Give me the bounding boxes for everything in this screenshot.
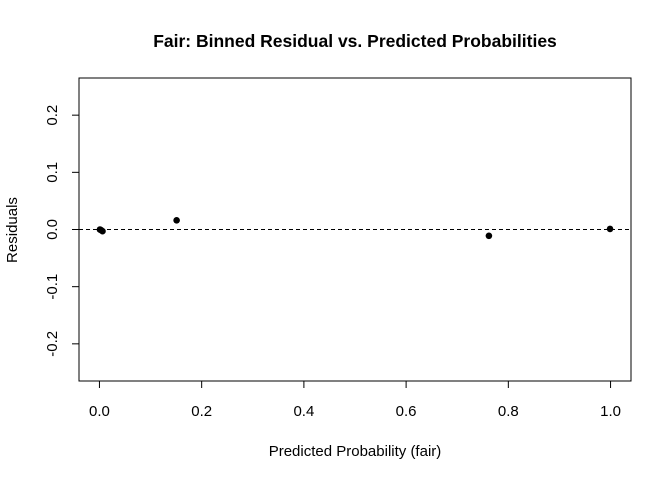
- y-tick-label: -0.2: [44, 331, 61, 357]
- x-axis: 0.0 0.2 0.4 0.6 0.8 1.0: [89, 380, 621, 420]
- x-tick-label: 1.0: [600, 403, 621, 420]
- x-tick-label: 0.8: [498, 403, 519, 420]
- data-points: [96, 217, 614, 240]
- x-axis-label: Predicted Probability (fair): [269, 443, 442, 460]
- data-point: [173, 217, 180, 224]
- chart-title: Fair: Binned Residual vs. Predicted Prob…: [153, 31, 557, 51]
- y-axis-label: Residuals: [4, 197, 21, 263]
- x-tick-label: 0.2: [191, 403, 212, 420]
- data-point: [99, 227, 106, 235]
- y-tick-label: 0.1: [44, 162, 61, 183]
- x-tick-label: 0.0: [89, 403, 110, 420]
- y-tick-label: 0.2: [44, 105, 61, 126]
- y-tick-label: -0.1: [44, 274, 61, 300]
- y-axis: -0.2 -0.1 0.0 0.1 0.2: [44, 105, 80, 357]
- data-point: [485, 232, 493, 240]
- data-point: [606, 225, 614, 233]
- x-tick-label: 0.4: [293, 403, 314, 420]
- y-tick-label: 0.0: [44, 219, 61, 240]
- x-tick-label: 0.6: [396, 403, 417, 420]
